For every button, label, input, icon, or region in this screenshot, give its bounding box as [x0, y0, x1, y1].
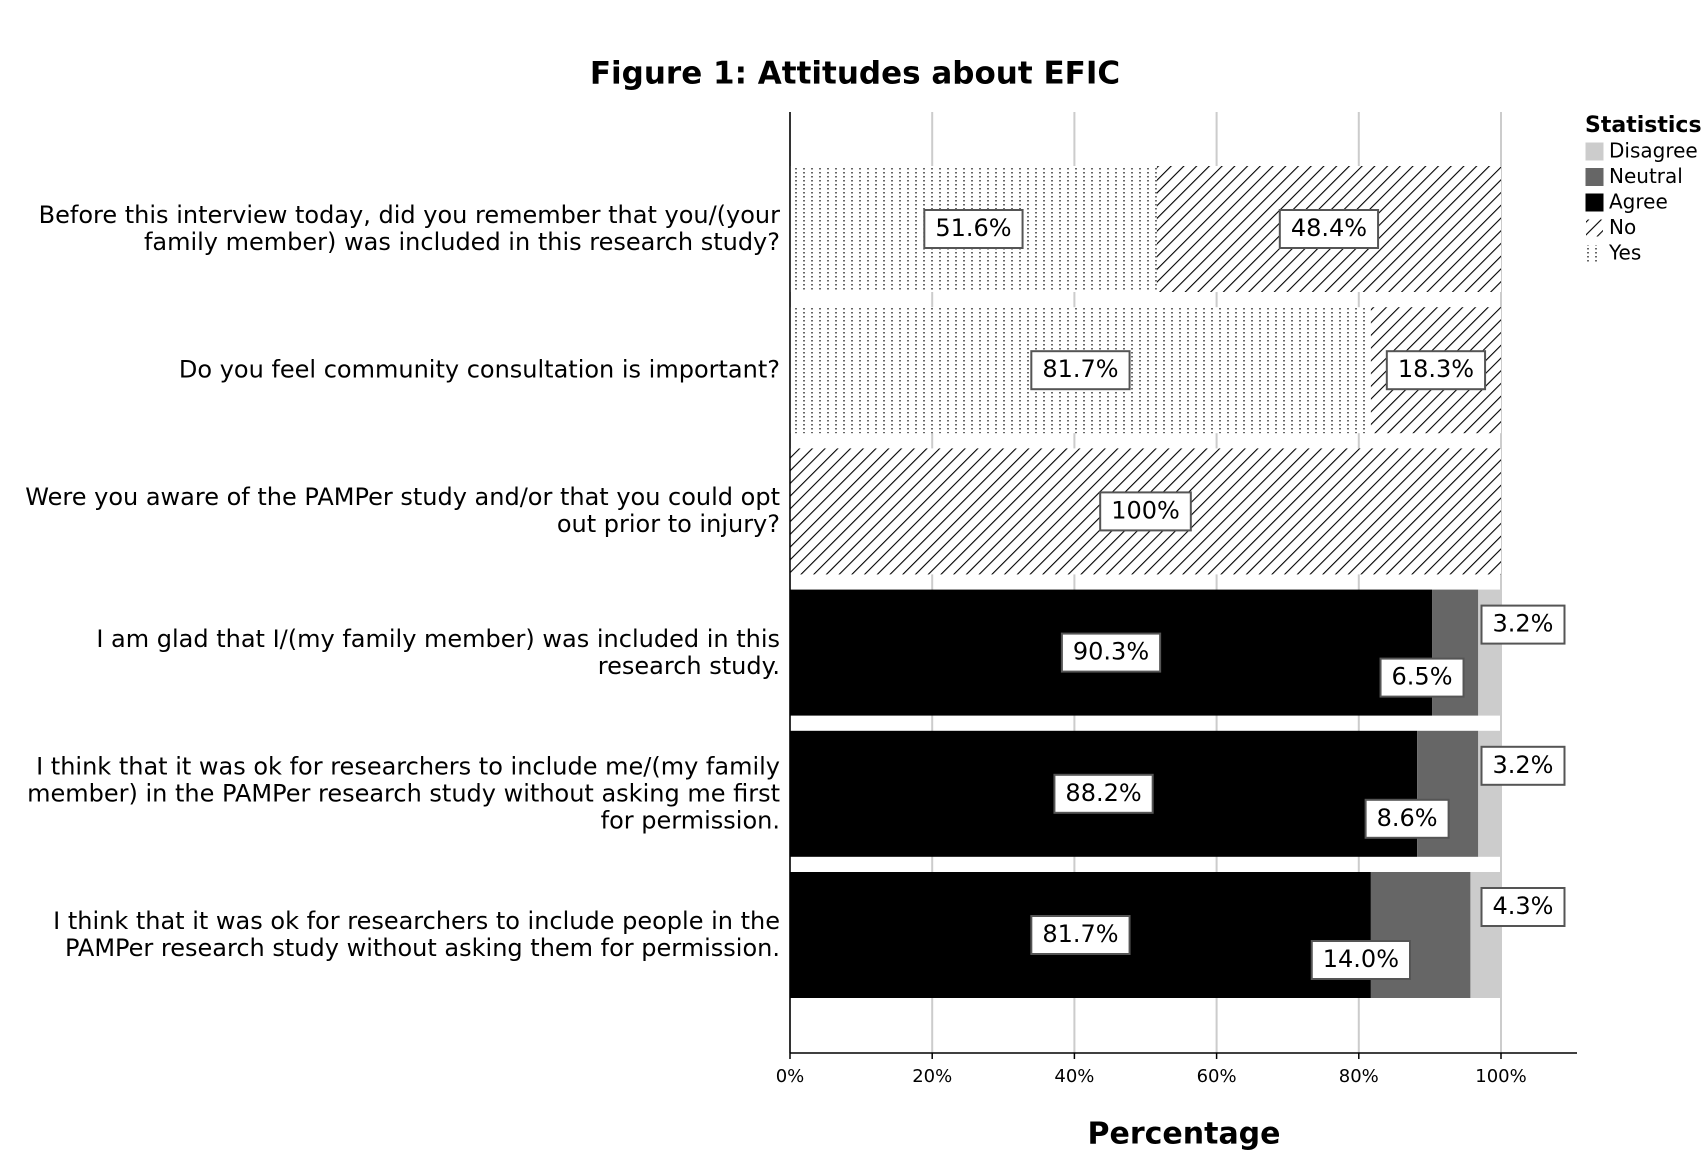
data-label: 100% [1111, 496, 1180, 524]
data-label: 51.6% [935, 214, 1011, 242]
data-label: 4.3% [1493, 892, 1554, 920]
data-label: 81.7% [1042, 355, 1118, 383]
data-label-box [1310, 940, 1412, 980]
category-label: Do you feel community consultation is im… [178, 355, 780, 384]
data-label-box [1379, 657, 1465, 698]
data-label-box [1480, 745, 1566, 786]
legend-label: Neutral [1609, 164, 1683, 188]
data-label-box [1099, 491, 1192, 532]
legend-label: Agree [1609, 190, 1668, 214]
data-label-box [1278, 209, 1380, 249]
data-label-box [1053, 773, 1154, 814]
category-label: I think that it was ok for researchers t… [53, 907, 780, 962]
legend-swatch [1585, 193, 1604, 212]
data-label: 6.5% [1392, 663, 1453, 691]
data-label: 8.6% [1377, 804, 1438, 832]
data-label-box [1030, 915, 1131, 955]
x-tick-label: 0% [776, 1066, 805, 1087]
legend-swatch [1585, 168, 1604, 186]
data-label: 88.2% [1065, 779, 1141, 807]
data-label: 14.0% [1323, 945, 1399, 973]
legend-swatch [1586, 219, 1603, 237]
chart-title: Figure 1: Attitudes about EFIC [590, 56, 1120, 92]
data-label-box [1480, 604, 1566, 645]
legend-label: Disagree [1609, 139, 1698, 163]
legend-label: No [1609, 215, 1636, 239]
x-axis-label: Percentage [1087, 1117, 1280, 1152]
legend-label: Yes [1608, 241, 1641, 265]
legend-swatch [1586, 245, 1603, 262]
category-label: Before this interview today, did you rem… [38, 201, 780, 256]
category-label: Were you aware of the PAMPer study and/o… [25, 483, 780, 539]
x-tick-label: 20% [912, 1066, 952, 1087]
data-label-box [1030, 350, 1131, 391]
category-label: I am glad that I/(my family member) was … [96, 624, 780, 680]
data-label: 18.3% [1398, 355, 1474, 383]
data-label-box [1060, 632, 1162, 673]
data-label: 48.4% [1291, 214, 1367, 242]
data-label: 90.3% [1073, 638, 1149, 666]
category-label: I think that it was ok for researchers t… [27, 752, 780, 835]
x-tick-label: 40% [1054, 1066, 1094, 1087]
data-label-box [1385, 350, 1487, 391]
data-label: 3.2% [1493, 610, 1554, 638]
data-label: 81.7% [1042, 920, 1118, 948]
x-tick-label: 60% [1197, 1066, 1237, 1087]
x-tick-label: 80% [1339, 1066, 1379, 1087]
data-label-box [1364, 798, 1450, 839]
data-label-box [923, 209, 1024, 249]
data-label-box [1480, 887, 1566, 927]
legend-swatch [1585, 142, 1604, 161]
legend-title: Statistics [1585, 113, 1702, 138]
x-tick-label: 100% [1475, 1066, 1526, 1087]
data-label: 3.2% [1493, 751, 1554, 779]
